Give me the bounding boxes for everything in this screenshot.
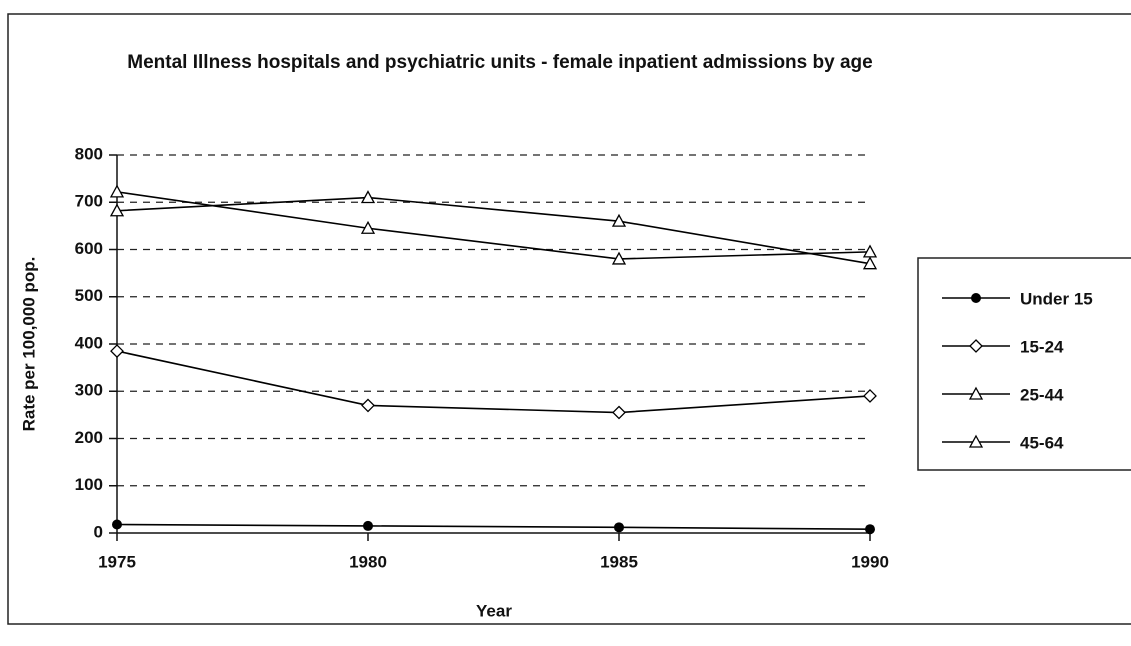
x-axis-label: Year [476,601,512,620]
marker [363,520,373,531]
y-tick-label: 400 [75,333,103,352]
chart-title: Mental Illness hospitals and psychiatric… [127,52,873,73]
x-tick-label: 1990 [851,552,889,571]
marker [109,203,125,217]
marker [360,190,376,204]
marker [611,251,627,265]
chart-border [7,13,1131,625]
series-line [116,350,871,414]
marker [110,344,124,359]
y-axis-label: Rate per 100,000 pop. [19,257,38,432]
legend-marker [968,434,984,448]
marker [865,524,875,535]
legend-label: 45-64 [1020,433,1064,452]
y-tick-label: 100 [75,475,103,494]
legend-marker [971,293,981,303]
legend-label: 25-44 [1020,385,1064,404]
legend-label: 15-24 [1020,337,1064,356]
series-line [116,523,871,531]
marker [361,398,375,413]
y-tick-label: 600 [75,239,103,258]
legend-marker [969,339,983,353]
y-tick-label: 700 [75,192,103,211]
marker [360,220,376,234]
y-tick-label: 800 [75,144,103,163]
legend-label: Under 15 [1020,289,1093,308]
marker [112,519,122,530]
x-tick-label: 1975 [98,552,136,571]
marker [862,256,878,270]
x-tick-label: 1980 [349,552,387,571]
marker [614,522,624,533]
y-tick-label: 500 [75,286,103,305]
marker [612,405,626,420]
series-line [116,191,871,260]
y-tick-label: 300 [75,381,103,400]
x-tick-label: 1985 [600,552,638,571]
y-tick-label: 0 [94,522,103,541]
legend-marker [968,386,984,400]
series-line [116,196,871,265]
y-tick-label: 200 [75,428,103,447]
legend-box [917,257,1131,471]
marker [611,213,627,227]
marker [109,184,125,198]
marker [863,389,877,403]
